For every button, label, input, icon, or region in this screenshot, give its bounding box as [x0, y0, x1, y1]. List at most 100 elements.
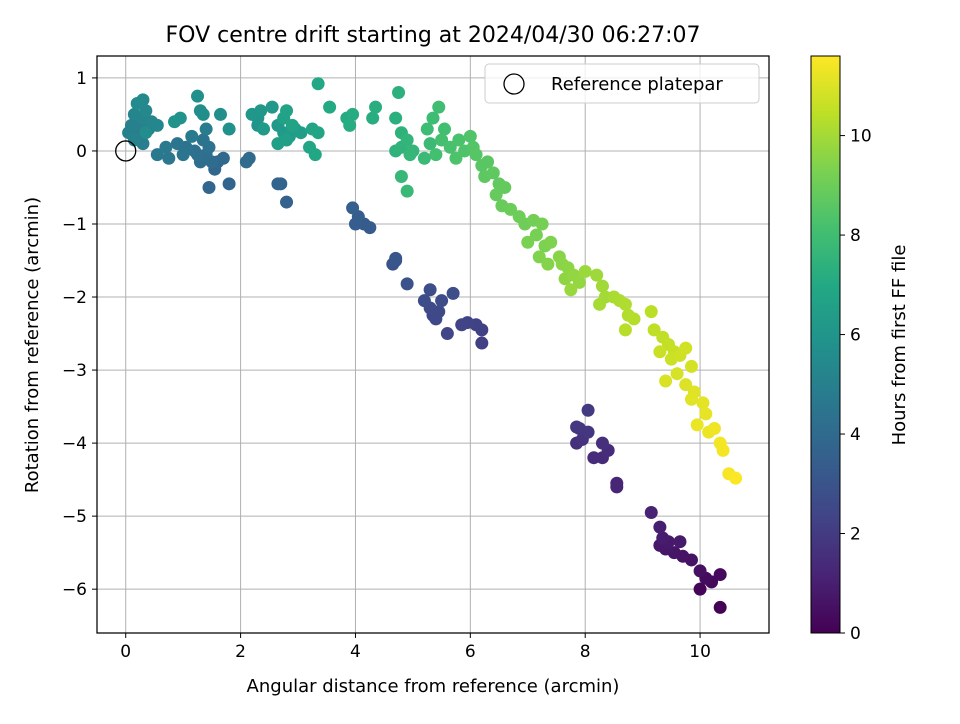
- y-tick-label: −5: [62, 507, 87, 527]
- data-point: [346, 107, 360, 121]
- data-point: [564, 283, 578, 297]
- data-point: [644, 505, 658, 519]
- data-point: [696, 396, 710, 410]
- colorbar-label: Hours from first FF file: [889, 245, 910, 446]
- data-point: [150, 148, 164, 162]
- reference-marker: [115, 140, 137, 162]
- x-tick-label: 2: [235, 642, 246, 662]
- data-point: [417, 151, 431, 165]
- data-point: [618, 323, 632, 337]
- data-point: [572, 275, 586, 289]
- y-axis-label: Rotation from reference (arcmin): [22, 197, 43, 493]
- data-point: [162, 151, 176, 165]
- data-point: [311, 126, 325, 140]
- data-point: [127, 107, 141, 121]
- colorbar-tick-label: 0: [850, 624, 861, 644]
- data-point: [420, 122, 434, 136]
- data-point: [280, 133, 294, 147]
- colorbar-tick-label: 2: [850, 525, 861, 545]
- data-point: [699, 407, 713, 421]
- legend-label: Reference platepar: [551, 74, 723, 95]
- colorbar-gradient: [810, 55, 841, 634]
- data-point: [265, 100, 279, 114]
- colorbar-tick-label: 10: [850, 127, 872, 147]
- x-tick-label: 10: [689, 642, 711, 662]
- data-point: [729, 471, 743, 485]
- y-tick-label: −1: [62, 215, 87, 235]
- x-tick-label: 4: [350, 642, 361, 662]
- colorbar-tick-label: 8: [850, 226, 861, 246]
- data-point: [690, 418, 704, 432]
- data-point: [159, 140, 173, 154]
- data-point: [389, 251, 403, 265]
- data-point: [716, 443, 730, 457]
- legend-marker: [503, 73, 525, 95]
- data-point: [443, 140, 457, 154]
- y-tick-label: −4: [62, 434, 87, 454]
- data-point: [196, 107, 210, 121]
- data-point: [437, 122, 451, 136]
- data-point: [254, 104, 268, 118]
- data-point: [343, 118, 357, 132]
- data-point: [222, 177, 236, 191]
- data-point: [346, 201, 360, 215]
- data-point: [176, 148, 190, 162]
- data-point: [713, 568, 727, 582]
- data-point: [435, 133, 449, 147]
- data-point: [670, 367, 684, 381]
- data-point: [185, 129, 199, 143]
- data-point: [417, 294, 431, 308]
- y-axis-ticks: 1 0 −1 −2 −3 −4 −5 −6: [62, 69, 97, 600]
- data-point: [280, 195, 294, 209]
- data-point: [693, 564, 707, 578]
- scatter-points: [122, 77, 743, 614]
- data-point: [581, 403, 595, 417]
- data-point: [570, 420, 584, 434]
- data-point: [679, 341, 693, 355]
- data-point: [595, 436, 609, 450]
- data-point: [403, 148, 417, 162]
- data-point: [271, 177, 285, 191]
- data-point: [130, 96, 144, 110]
- data-point: [529, 228, 543, 242]
- y-tick-label: 1: [76, 69, 87, 89]
- data-point: [455, 318, 469, 332]
- data-point: [587, 451, 601, 465]
- y-tick-label: −2: [62, 288, 87, 308]
- data-point: [647, 323, 661, 337]
- data-point: [394, 170, 408, 184]
- data-point: [213, 107, 227, 121]
- colorbar: 0 2 4 6 8 10 Hours from first FF file: [810, 55, 910, 644]
- data-point: [191, 89, 205, 103]
- data-point: [280, 104, 294, 118]
- data-point: [618, 297, 632, 311]
- data-point: [593, 297, 607, 311]
- data-point: [199, 122, 213, 136]
- data-point: [168, 115, 182, 129]
- data-point: [679, 378, 693, 392]
- data-point: [610, 476, 624, 490]
- grid-lines: [97, 56, 769, 633]
- data-point: [644, 305, 658, 319]
- data-point: [369, 100, 383, 114]
- data-point: [308, 148, 322, 162]
- data-point: [535, 217, 549, 231]
- data-point: [498, 180, 512, 194]
- data-point: [285, 118, 299, 132]
- x-tick-label: 0: [120, 642, 131, 662]
- data-point: [311, 77, 325, 91]
- data-point: [673, 535, 687, 549]
- data-point: [222, 122, 236, 136]
- data-point: [242, 151, 256, 165]
- plot-frame: [96, 55, 770, 634]
- data-point: [400, 277, 414, 291]
- data-point: [426, 111, 440, 125]
- data-point: [684, 359, 698, 373]
- data-point: [449, 151, 463, 165]
- data-point: [653, 345, 667, 359]
- y-tick-label: 0: [76, 142, 87, 162]
- legend-box: [484, 63, 760, 104]
- data-point: [139, 126, 153, 140]
- data-point: [423, 137, 437, 151]
